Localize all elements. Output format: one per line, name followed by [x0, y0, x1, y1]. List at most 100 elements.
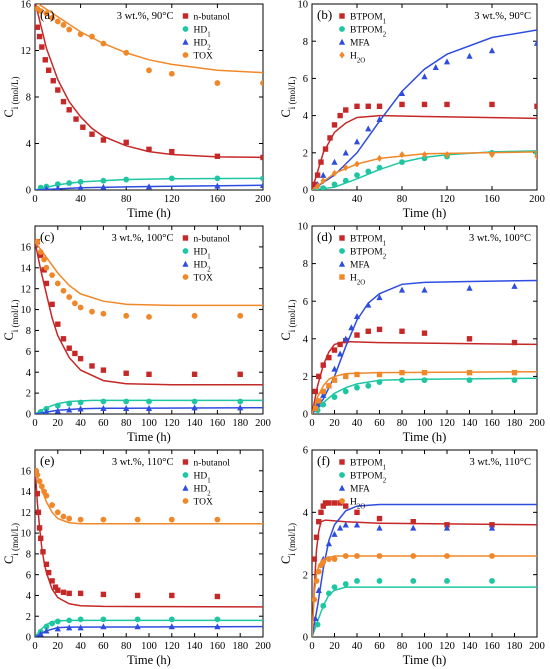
x-tick-label: 200: [529, 641, 545, 652]
data-point-btpom-2: [376, 164, 383, 171]
x-axis-label: Time (h): [127, 206, 171, 220]
data-point-tox: [41, 256, 48, 263]
data-point-n-butanol: [55, 587, 61, 593]
data-point-h-2o: [376, 371, 383, 378]
y-tick-label: 8: [26, 549, 31, 560]
chart-panel-d: 0 20 40 60 80 100 120 140 160 180 200 0 2 4 6 8 10 Time (…: [279, 222, 545, 444]
x-tick-label: 40: [75, 194, 86, 205]
data-point-h-2o: [312, 405, 319, 412]
data-point-hd-2: [145, 404, 153, 411]
condition-label: 3 wt.%, 100°C: [469, 233, 531, 244]
data-point-n-butanol: [40, 549, 46, 555]
data-point-h-2o: [331, 169, 338, 177]
plot-frame: [34, 449, 264, 638]
x-tick-label: 200: [529, 418, 545, 429]
plot-frame: [311, 3, 538, 191]
data-point-n-butanol: [38, 535, 44, 542]
data-point-mfa: [331, 530, 338, 537]
legend-marker-hd-1: [182, 472, 189, 478]
legend-label-h-2o: H2O: [350, 51, 365, 64]
data-point-hd-1: [77, 399, 84, 406]
data-point-mfa: [398, 89, 406, 96]
x-tick-label: 40: [352, 418, 363, 429]
data-point-n-butanol: [36, 525, 43, 531]
data-point-hd-2: [54, 407, 61, 414]
x-tick-label: 140: [187, 641, 203, 652]
data-point-hd-2: [77, 624, 84, 631]
x-tick-label: 140: [462, 418, 478, 429]
data-point-tox: [37, 8, 44, 14]
data-point-mfa: [421, 286, 428, 293]
data-point-tox: [54, 509, 61, 516]
data-point-h-2o: [320, 177, 326, 185]
data-point-h-2o: [315, 568, 322, 575]
data-point-btpom-2: [489, 578, 495, 584]
y-tick-label: 2: [26, 389, 31, 400]
x-tick-label: 200: [255, 194, 271, 205]
data-point-tox: [49, 15, 55, 21]
data-point-btpom-1: [376, 326, 383, 333]
data-point-btpom-1: [354, 103, 360, 109]
data-point-hd-1: [237, 398, 244, 405]
legend-marker-mfa: [338, 484, 346, 491]
data-point-hd-2: [259, 182, 263, 189]
data-point-h-2o: [326, 383, 332, 389]
data-point-n-butanol: [49, 301, 55, 308]
data-point-btpom-1: [313, 534, 320, 540]
data-point-mfa: [312, 615, 319, 621]
data-point-hd-1: [123, 398, 130, 405]
data-point-tox: [260, 80, 263, 86]
x-tick-label: 180: [232, 418, 248, 429]
data-point-mfa: [398, 286, 406, 293]
x-tick-label: 120: [164, 418, 180, 429]
x-tick-label: 180: [507, 641, 523, 652]
legend-marker-h-2o: [339, 274, 345, 280]
data-point-h-2o: [314, 182, 321, 190]
x-tick-label: 40: [352, 641, 363, 652]
data-point-hd-1: [77, 178, 84, 185]
chart-panel-a: 0 40 80 120 160 200 0 4 8 12 16 Time (h) Ci (mol/L) (…: [2, 0, 271, 220]
legend-label-h-2o: H2O: [350, 273, 365, 286]
data-point-mfa: [466, 284, 473, 291]
data-point-tox: [214, 516, 221, 523]
data-point-hd-2: [54, 625, 61, 632]
data-point-mfa: [488, 47, 496, 54]
fit-line-n-butanol: [35, 241, 263, 386]
plot-data: [35, 238, 263, 414]
data-point-hd-2: [37, 630, 44, 637]
legend-marker-btpom-2: [339, 248, 345, 254]
data-point-h-2o: [331, 377, 338, 383]
x-axis-label: Time (h): [127, 430, 171, 444]
y-tick-label: 4: [303, 111, 309, 122]
y-axis-label: Ci (mol/L): [279, 523, 297, 564]
data-point-btpom-1: [312, 388, 319, 395]
legend-label-mfa: MFA: [350, 260, 370, 270]
data-point-btpom-1: [365, 103, 371, 109]
y-tick-label: 16: [21, 242, 32, 253]
data-point-btpom-1: [343, 503, 349, 509]
data-point-btpom-1: [331, 122, 338, 128]
data-point-tox: [89, 33, 95, 40]
y-tick-label: 2: [303, 570, 308, 581]
data-point-btpom-1: [318, 159, 324, 165]
data-point-hd-1: [134, 616, 141, 623]
data-point-btpom-2: [511, 377, 518, 384]
data-point-hd-2: [214, 182, 221, 189]
data-point-tox: [123, 312, 130, 319]
data-point-btpom-2: [354, 172, 360, 179]
data-point-n-butanol: [45, 569, 52, 576]
y-tick-label: 0: [26, 633, 31, 644]
data-point-n-butanol: [100, 137, 107, 143]
data-point-n-butanol: [123, 370, 129, 376]
data-point-btpom-2: [399, 377, 405, 384]
data-point-n-butanol: [146, 371, 152, 378]
data-point-tox: [77, 304, 84, 311]
data-point-tox: [134, 516, 141, 523]
x-tick-label: 80: [397, 641, 408, 652]
legend-marker-mfa: [338, 260, 346, 267]
data-point-btpom-1: [326, 500, 332, 506]
x-tick-label: 0: [309, 418, 314, 429]
x-tick-label: 200: [255, 418, 271, 429]
x-tick-label: 160: [210, 418, 226, 429]
